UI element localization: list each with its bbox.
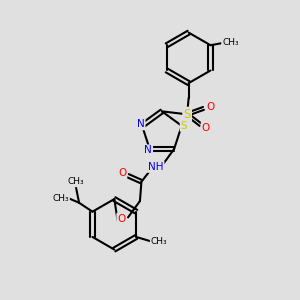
Text: CH₃: CH₃	[222, 38, 239, 47]
Text: N: N	[137, 119, 145, 129]
Text: N: N	[144, 146, 152, 155]
Text: S: S	[181, 121, 188, 131]
Text: NH: NH	[148, 162, 164, 172]
Text: CH₃: CH₃	[68, 177, 84, 186]
Text: S: S	[184, 108, 191, 121]
Text: O: O	[206, 102, 214, 112]
Text: CH₃: CH₃	[151, 237, 167, 246]
Text: O: O	[117, 214, 126, 224]
Text: CH₃: CH₃	[52, 194, 69, 203]
Text: O: O	[118, 168, 126, 178]
Text: O: O	[202, 123, 210, 133]
